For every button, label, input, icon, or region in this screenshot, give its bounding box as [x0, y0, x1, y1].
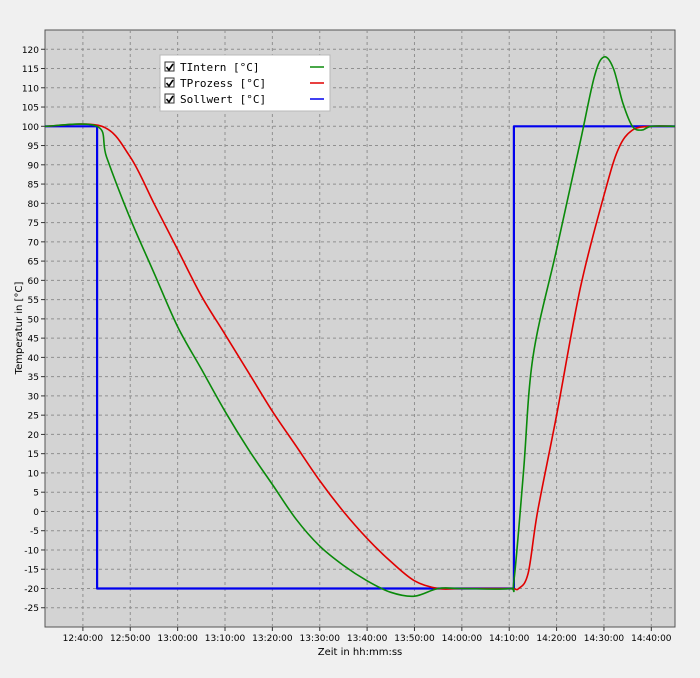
y-tick-label: 65	[28, 258, 39, 268]
y-tick-label: 15	[28, 450, 39, 460]
x-tick-label: 13:10:00	[205, 634, 246, 644]
plot-area	[44, 29, 676, 628]
y-tick-label: 90	[28, 161, 40, 171]
y-tick-label: 105	[22, 104, 39, 114]
series-layer	[44, 56, 676, 598]
series-line-sollwert	[45, 125, 675, 590]
y-tick-label: -25	[24, 604, 39, 614]
y-tick-label: 35	[28, 373, 39, 383]
legend-item-tprozess[interactable]: TProzess [°C]	[164, 77, 324, 90]
x-tick-label: 14:30:00	[584, 634, 625, 644]
y-tick-label: 120	[22, 46, 39, 56]
x-tick-label: 13:50:00	[394, 634, 435, 644]
y-tick-label: 10	[28, 469, 40, 479]
x-axis-label: Zeit in hh:mm:ss	[318, 647, 403, 658]
x-tick-label: 13:40:00	[347, 634, 388, 644]
x-tick-label: 14:10:00	[489, 634, 530, 644]
y-tick-label: 70	[28, 238, 40, 248]
y-tick-label: -20	[24, 585, 39, 595]
x-tick-label: 12:40:00	[63, 634, 104, 644]
x-tick-label: 14:20:00	[536, 634, 577, 644]
x-tick-label: 13:20:00	[252, 634, 293, 644]
legend-label: Sollwert [°C]	[180, 93, 266, 106]
y-tick-label: 50	[28, 315, 40, 325]
check-icon	[165, 95, 174, 104]
y-tick-label: -5	[30, 527, 39, 537]
legend-item-tintern[interactable]: TIntern [°C]	[164, 61, 324, 74]
legend: TIntern [°C] TProzess [°C] Sollwert [°C]	[159, 54, 331, 112]
legend-label: TProzess [°C]	[180, 77, 266, 90]
y-tick-label: 115	[22, 65, 39, 75]
legend-checkbox[interactable]	[164, 77, 175, 88]
y-tick-label: 0	[33, 508, 39, 518]
series-line-tprozess	[44, 123, 676, 591]
y-tick-label: 95	[28, 142, 39, 152]
y-tick-label: -10	[24, 546, 39, 556]
legend-label: TIntern [°C]	[180, 61, 259, 74]
legend-box	[159, 54, 331, 112]
x-tick-label: 13:30:00	[300, 634, 341, 644]
y-tick-label: 110	[22, 84, 39, 94]
y-tick-label: 25	[28, 412, 39, 422]
y-tick-label: -15	[24, 566, 39, 576]
x-tick-label: 14:00:00	[442, 634, 483, 644]
y-tick-label: 20	[28, 431, 40, 441]
axis-ticks: 1201151101051009590858075706560555045403…	[22, 46, 672, 644]
y-tick-label: 80	[28, 200, 40, 210]
x-tick-label: 13:00:00	[157, 634, 198, 644]
y-tick-label: 45	[28, 335, 39, 345]
y-tick-label: 30	[28, 392, 40, 402]
check-icon	[165, 63, 174, 72]
y-axis-label: Temperatur in [°C]	[14, 282, 25, 376]
check-icon	[165, 79, 174, 88]
y-tick-label: 40	[28, 354, 40, 364]
y-tick-label: 85	[28, 181, 39, 191]
legend-item-sollwert[interactable]: Sollwert [°C]	[164, 93, 324, 106]
grid	[45, 30, 675, 627]
y-tick-label: 55	[28, 296, 39, 306]
legend-checkbox[interactable]	[164, 61, 175, 72]
legend-checkbox[interactable]	[164, 93, 175, 104]
y-tick-label: 5	[33, 489, 39, 499]
x-tick-label: 12:50:00	[110, 634, 151, 644]
y-tick-label: 100	[22, 123, 39, 133]
series-line-tintern	[44, 56, 676, 598]
y-tick-label: 60	[28, 277, 40, 287]
x-tick-label: 14:40:00	[631, 634, 672, 644]
y-tick-label: 75	[28, 219, 39, 229]
